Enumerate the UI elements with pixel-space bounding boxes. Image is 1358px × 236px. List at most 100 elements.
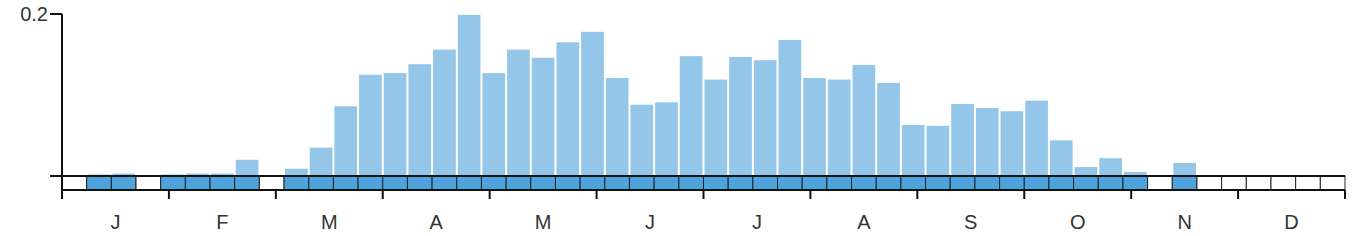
bar xyxy=(359,75,382,176)
presence-cell xyxy=(1148,176,1173,190)
bar xyxy=(779,40,802,176)
month-label: D xyxy=(1284,211,1298,233)
presence-cell xyxy=(1074,176,1099,190)
presence-cell xyxy=(753,176,778,190)
bar xyxy=(334,106,357,176)
presence-cell xyxy=(1296,176,1321,190)
presence-cell xyxy=(1197,176,1222,190)
y-axis xyxy=(61,14,63,190)
presence-cell xyxy=(950,176,975,190)
bar xyxy=(828,80,851,176)
presence-cell xyxy=(654,176,679,190)
bar xyxy=(1075,167,1098,176)
month-tick xyxy=(489,190,491,199)
bar xyxy=(951,104,974,176)
bar xyxy=(902,125,925,176)
presence-cell xyxy=(1320,176,1345,190)
y-tick-label: 0.2 xyxy=(20,3,48,25)
month-tick xyxy=(275,190,277,199)
y-tick xyxy=(50,13,62,15)
presence-cell xyxy=(555,176,580,190)
bar xyxy=(433,50,456,176)
presence-cell xyxy=(852,176,877,190)
presence-cell xyxy=(1222,176,1247,190)
month-label: J xyxy=(110,211,120,233)
bar xyxy=(1099,158,1122,176)
presence-cell xyxy=(605,176,630,190)
month-label: N xyxy=(1177,211,1191,233)
presence-cell xyxy=(580,176,605,190)
presence-cell xyxy=(185,176,210,190)
month-label: J xyxy=(752,211,762,233)
bar xyxy=(384,73,407,176)
presence-cell xyxy=(136,176,161,190)
bar xyxy=(729,57,752,176)
presence-cell xyxy=(1271,176,1296,190)
month-label: F xyxy=(216,211,228,233)
presence-cell xyxy=(827,176,852,190)
month-tick xyxy=(1344,190,1346,199)
presence-cell xyxy=(457,176,482,190)
presence-cell xyxy=(926,176,951,190)
month-label: M xyxy=(535,211,552,233)
bar xyxy=(1050,140,1073,176)
presence-cell xyxy=(309,176,334,190)
presence-cell xyxy=(358,176,383,190)
bar xyxy=(1025,101,1048,176)
presence-cell xyxy=(531,176,556,190)
bar xyxy=(458,15,481,176)
bar xyxy=(927,126,950,176)
month-label: J xyxy=(645,211,655,233)
bar xyxy=(655,102,678,176)
bar xyxy=(532,58,555,176)
bar xyxy=(877,83,900,176)
month-tick xyxy=(596,190,598,199)
presence-cell xyxy=(383,176,408,190)
presence-cell xyxy=(506,176,531,190)
presence-cell xyxy=(1246,176,1271,190)
bar xyxy=(1001,111,1024,176)
bar xyxy=(630,105,653,176)
presence-cell xyxy=(629,176,654,190)
presence-cell xyxy=(333,176,358,190)
presence-cell xyxy=(802,176,827,190)
presence-cell xyxy=(778,176,803,190)
month-tick xyxy=(382,190,384,199)
bar xyxy=(1173,163,1196,176)
bar xyxy=(581,32,604,176)
presence-cell xyxy=(111,176,136,190)
presence-cell xyxy=(210,176,235,190)
bar xyxy=(236,160,259,176)
presence-cell xyxy=(679,176,704,190)
month-tick xyxy=(809,190,811,199)
presence-cell xyxy=(62,176,87,190)
month-label: A xyxy=(430,211,444,233)
presence-cell xyxy=(1024,176,1049,190)
month-tick xyxy=(1130,190,1132,199)
presence-cell xyxy=(432,176,457,190)
bar xyxy=(310,148,333,176)
presence-cell xyxy=(481,176,506,190)
presence-cell xyxy=(876,176,901,190)
presence-cell xyxy=(1172,176,1197,190)
bar xyxy=(606,78,629,176)
presence-cell xyxy=(1123,176,1148,190)
presence-cell xyxy=(235,176,260,190)
presence-cell xyxy=(975,176,1000,190)
presence-cell xyxy=(259,176,284,190)
bar xyxy=(803,78,826,176)
bar xyxy=(556,42,579,176)
presence-cell xyxy=(1000,176,1025,190)
presence-cell xyxy=(284,176,309,190)
bar xyxy=(482,73,505,176)
month-tick xyxy=(916,190,918,199)
month-label: A xyxy=(857,211,871,233)
bar xyxy=(408,64,431,176)
presence-cell xyxy=(728,176,753,190)
presence-cell xyxy=(407,176,432,190)
bar xyxy=(754,60,777,176)
bar xyxy=(976,108,999,176)
bar xyxy=(680,56,703,176)
month-tick xyxy=(1023,190,1025,199)
chart: 0.2JFMAMJJASOND xyxy=(0,0,1358,236)
